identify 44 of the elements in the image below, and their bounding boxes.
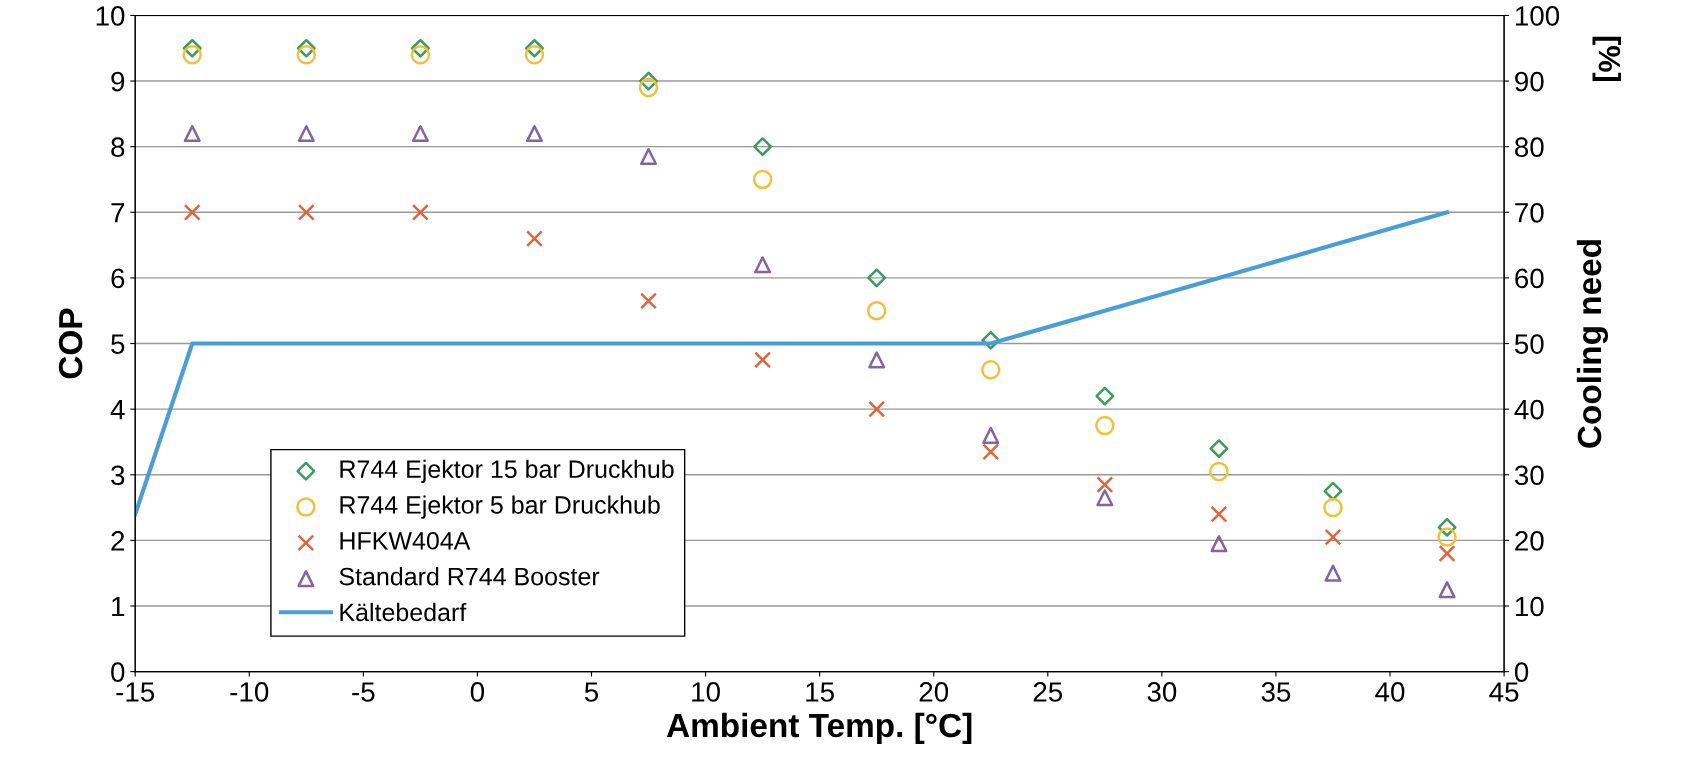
y2-tick-label: 10 — [1515, 596, 1544, 617]
y-axis-title: COP — [58, 308, 83, 379]
y2-tick-label: 60 — [1515, 268, 1544, 289]
y-tick-label: 7 — [111, 203, 125, 223]
x-tick-label: 15 — [806, 682, 834, 702]
x-tick-label: 25 — [1033, 682, 1063, 702]
y2-tick-label: 50 — [1514, 334, 1544, 354]
y2-tick-label: 20 — [1515, 531, 1544, 551]
y-tick-label: 1 — [112, 596, 125, 617]
x-tick-label: -5 — [352, 682, 375, 702]
y-tick-label: 6 — [111, 268, 125, 289]
legend-label: HFKW404A — [340, 531, 471, 550]
x-tick-label: 45 — [1489, 682, 1519, 702]
y2-tick-label: 30 — [1514, 465, 1544, 486]
x-tick-label: 40 — [1375, 682, 1405, 702]
x-tick-label: 0 — [470, 682, 485, 702]
x-tick-label: 10 — [692, 682, 720, 702]
y-tick-label: 10 — [96, 6, 125, 26]
y-tick-label: 4 — [110, 400, 125, 420]
y2-axis-title: Cooling need — [1576, 240, 1609, 448]
y2-tick-label: 40 — [1514, 399, 1544, 420]
x-tick-label: 5 — [584, 682, 599, 702]
y-tick-label: 8 — [111, 137, 125, 158]
y-tick-label: 5 — [111, 334, 125, 354]
y2-tick-label: 0 — [1514, 662, 1529, 682]
y-tick-label: 0 — [111, 662, 125, 682]
legend-label: R744 Ejektor 15 bar Druckhub — [340, 459, 674, 483]
text: [%] — [1592, 36, 1622, 81]
x-tick-label: -15 — [116, 682, 155, 702]
y-tick-label: 2 — [111, 531, 125, 551]
x-tick-label: -10 — [230, 682, 269, 702]
x-tick-label: 20 — [919, 682, 949, 702]
x-tick-label: 30 — [1147, 682, 1177, 702]
x-tick-label: 35 — [1261, 682, 1291, 702]
y2-tick-label: 90 — [1515, 71, 1544, 92]
legend-label: Kältebedarf — [340, 602, 467, 622]
legend-label: R744 Ejektor 5 bar Druckhub — [340, 495, 660, 519]
x-axis-title: Ambient Temp. [°C] — [666, 712, 972, 744]
legend-label: Standard R744 Booster — [339, 567, 600, 586]
y2-tick-label: 70 — [1515, 202, 1544, 223]
y-tick-label: 9 — [111, 71, 125, 92]
y2-tick-label: 80 — [1515, 137, 1544, 158]
y2-tick-label: 100 — [1515, 6, 1560, 26]
y-tick-label: 3 — [111, 465, 125, 486]
